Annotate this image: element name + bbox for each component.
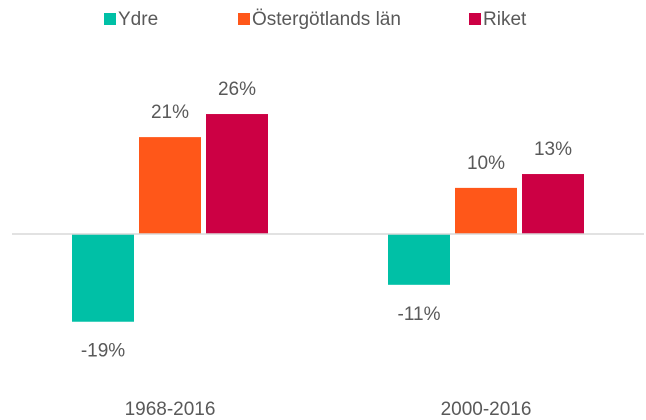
bar [139, 137, 201, 235]
data-label: 13% [534, 139, 572, 160]
x-tick-label: 1968-2016 [125, 399, 216, 420]
legend-label: Östergötlands län [252, 9, 401, 30]
legend-label: Ydre [118, 9, 158, 30]
bar [522, 174, 584, 235]
bar [206, 114, 268, 235]
bar [388, 234, 450, 285]
x-tick-label: 2000-2016 [441, 399, 532, 420]
data-label: -11% [398, 304, 441, 325]
data-label: 10% [467, 153, 505, 174]
bar [455, 187, 517, 235]
legend-swatch [104, 13, 116, 25]
legend-swatch [238, 13, 250, 25]
data-label: 26% [218, 79, 256, 100]
data-label: 21% [151, 102, 189, 123]
bar [72, 234, 134, 322]
legend-swatch [469, 13, 481, 25]
legend-label: Riket [483, 9, 527, 30]
data-label: -19% [81, 341, 125, 362]
